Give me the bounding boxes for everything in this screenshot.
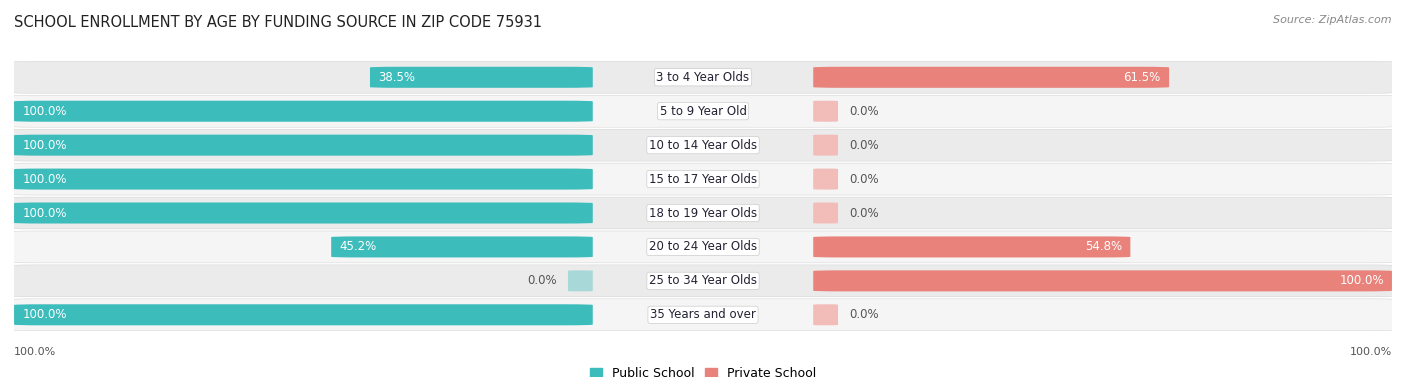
Legend: Public School, Private School: Public School, Private School	[585, 362, 821, 377]
FancyBboxPatch shape	[3, 163, 1403, 195]
Text: 10 to 14 Year Olds: 10 to 14 Year Olds	[650, 139, 756, 152]
Text: 20 to 24 Year Olds: 20 to 24 Year Olds	[650, 241, 756, 253]
FancyBboxPatch shape	[14, 169, 593, 190]
FancyBboxPatch shape	[14, 304, 593, 325]
FancyBboxPatch shape	[813, 304, 838, 325]
FancyBboxPatch shape	[3, 61, 1403, 93]
Text: 25 to 34 Year Olds: 25 to 34 Year Olds	[650, 274, 756, 287]
FancyBboxPatch shape	[14, 101, 593, 122]
Text: 0.0%: 0.0%	[849, 139, 879, 152]
Text: 100.0%: 100.0%	[22, 173, 67, 185]
Text: 100.0%: 100.0%	[1339, 274, 1384, 287]
Text: 45.2%: 45.2%	[339, 241, 377, 253]
FancyBboxPatch shape	[3, 197, 1403, 229]
Text: 61.5%: 61.5%	[1123, 71, 1161, 84]
Text: 100.0%: 100.0%	[22, 139, 67, 152]
Text: 15 to 17 Year Olds: 15 to 17 Year Olds	[650, 173, 756, 185]
Text: 54.8%: 54.8%	[1085, 241, 1122, 253]
Text: 5 to 9 Year Old: 5 to 9 Year Old	[659, 105, 747, 118]
FancyBboxPatch shape	[3, 129, 1403, 161]
Text: 0.0%: 0.0%	[849, 207, 879, 219]
FancyBboxPatch shape	[813, 135, 838, 156]
Text: 0.0%: 0.0%	[849, 308, 879, 321]
Text: 18 to 19 Year Olds: 18 to 19 Year Olds	[650, 207, 756, 219]
FancyBboxPatch shape	[14, 135, 593, 156]
FancyBboxPatch shape	[14, 202, 593, 224]
FancyBboxPatch shape	[568, 270, 593, 291]
FancyBboxPatch shape	[813, 202, 838, 224]
FancyBboxPatch shape	[813, 101, 838, 122]
FancyBboxPatch shape	[370, 67, 593, 88]
FancyBboxPatch shape	[3, 299, 1403, 331]
Text: 100.0%: 100.0%	[22, 105, 67, 118]
FancyBboxPatch shape	[813, 67, 1170, 88]
Text: 0.0%: 0.0%	[527, 274, 557, 287]
FancyBboxPatch shape	[813, 270, 1392, 291]
FancyBboxPatch shape	[3, 95, 1403, 127]
Text: Source: ZipAtlas.com: Source: ZipAtlas.com	[1274, 15, 1392, 25]
FancyBboxPatch shape	[3, 265, 1403, 297]
Text: 35 Years and over: 35 Years and over	[650, 308, 756, 321]
Text: 100.0%: 100.0%	[1350, 347, 1392, 357]
Text: 100.0%: 100.0%	[22, 308, 67, 321]
Text: 100.0%: 100.0%	[22, 207, 67, 219]
Text: 0.0%: 0.0%	[849, 173, 879, 185]
Text: 38.5%: 38.5%	[378, 71, 415, 84]
Text: SCHOOL ENROLLMENT BY AGE BY FUNDING SOURCE IN ZIP CODE 75931: SCHOOL ENROLLMENT BY AGE BY FUNDING SOUR…	[14, 15, 543, 30]
FancyBboxPatch shape	[3, 231, 1403, 263]
FancyBboxPatch shape	[813, 236, 1130, 257]
Text: 100.0%: 100.0%	[14, 347, 56, 357]
Text: 0.0%: 0.0%	[849, 105, 879, 118]
FancyBboxPatch shape	[813, 169, 838, 190]
FancyBboxPatch shape	[332, 236, 593, 257]
Text: 3 to 4 Year Olds: 3 to 4 Year Olds	[657, 71, 749, 84]
